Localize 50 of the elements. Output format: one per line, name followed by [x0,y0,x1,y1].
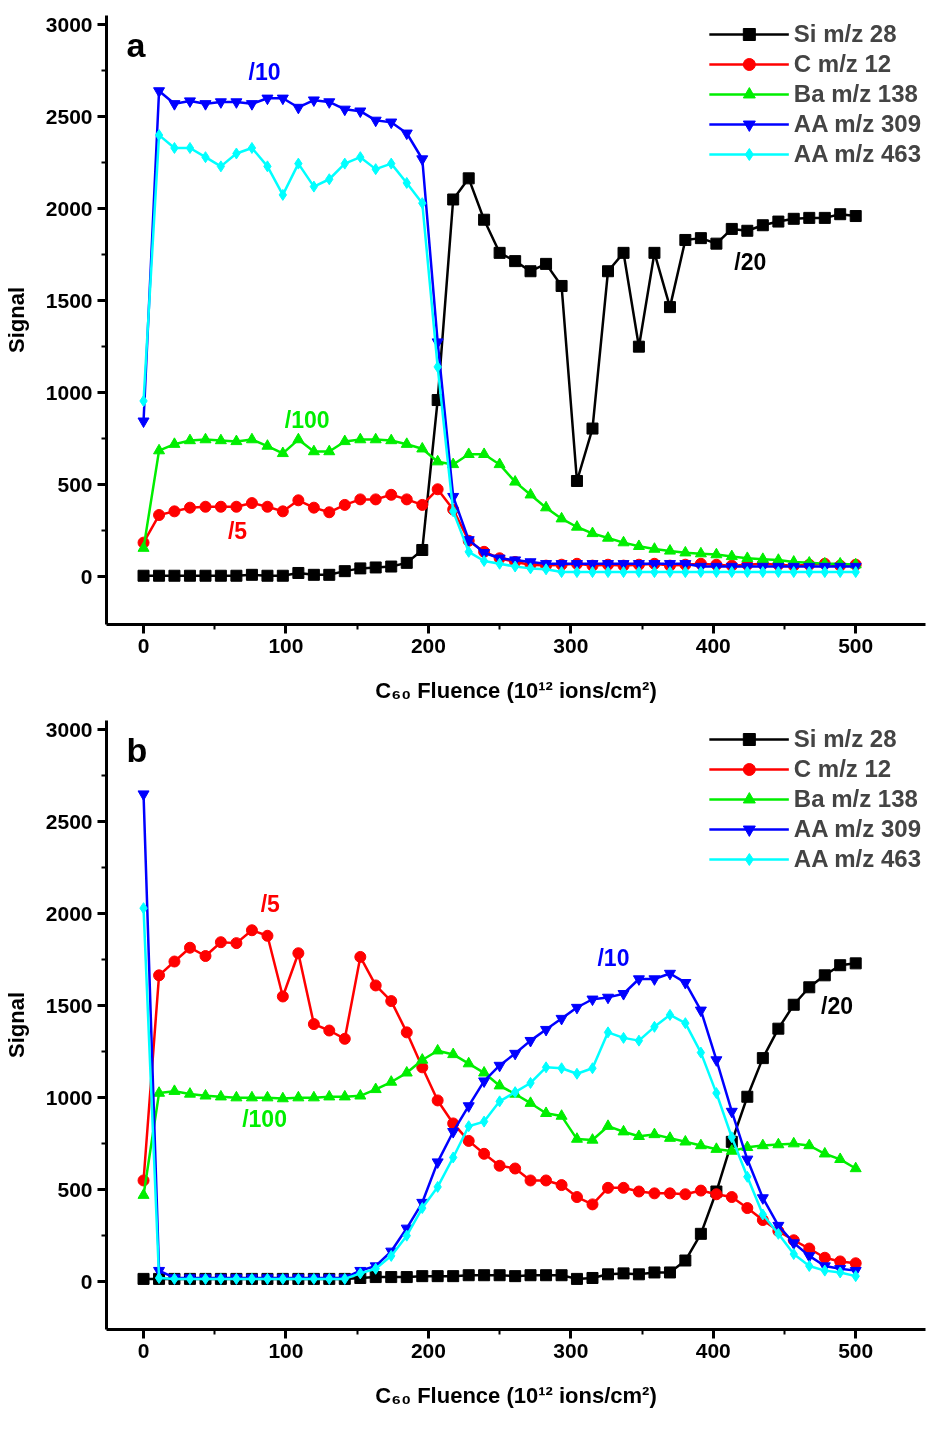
y-tick-label: 2000 [45,196,93,220]
legend-label: Si m/z 28 [793,724,897,754]
y-axis-title: Signal [3,991,29,1059]
x-tick-label: 200 [410,1338,446,1362]
x-tick-label: 100 [268,633,304,657]
annotation: a [126,25,147,64]
legend-label: AA m/z 309 [793,109,921,139]
y-tick-label: 500 [57,472,93,496]
annotation: /100 [242,1106,287,1133]
legend-label: AA m/z 309 [793,814,921,844]
legend-label: Si m/z 28 [793,19,897,49]
x-axis-title: C₆₀ Fluence (10¹² ions/cm²) [375,1382,657,1408]
annotation: /20 [734,249,767,276]
annotation: /10 [597,945,630,972]
x-tick-label: 0 [137,633,150,657]
x-tick-label: 200 [410,633,446,657]
x-tick-label: 0 [137,1338,150,1362]
y-tick-label: 2500 [45,104,93,128]
x-tick-label: 500 [838,1338,874,1362]
x-tick-label: 100 [268,1338,304,1362]
annotation: /5 [260,890,281,917]
y-tick-label: 0 [80,564,93,588]
x-tick-label: 400 [695,633,731,657]
legend-label: AA m/z 463 [793,139,921,169]
annotation: b [126,730,148,769]
x-tick-label: 300 [553,1338,589,1362]
y-tick-label: 2000 [45,901,93,925]
y-tick-label: 500 [57,1177,93,1201]
legend-label: C m/z 12 [793,49,892,79]
legend-label: AA m/z 463 [793,844,921,874]
y-tick-label: 1000 [45,380,93,404]
legend-label: Ba m/z 138 [793,79,918,109]
x-axis-title: C₆₀ Fluence (10¹² ions/cm²) [375,677,657,703]
x-tick-label: 300 [553,633,589,657]
y-tick-label: 0 [80,1269,93,1293]
legend-label: Ba m/z 138 [793,784,918,814]
x-tick-label: 500 [838,633,874,657]
x-tick-label: 400 [695,1338,731,1362]
y-tick-label: 1500 [45,288,93,312]
y-tick-label: 1500 [45,993,93,1017]
annotation: /10 [248,58,281,85]
y-tick-label: 3000 [45,12,93,36]
legend-label: C m/z 12 [793,754,892,784]
y-axis-title: Signal [3,286,29,354]
y-tick-label: 1000 [45,1085,93,1109]
annotation: /20 [821,992,854,1019]
y-tick-label: 3000 [45,717,93,741]
y-tick-label: 2500 [45,809,93,833]
annotation: /100 [284,407,330,434]
annotation: /5 [227,518,248,545]
